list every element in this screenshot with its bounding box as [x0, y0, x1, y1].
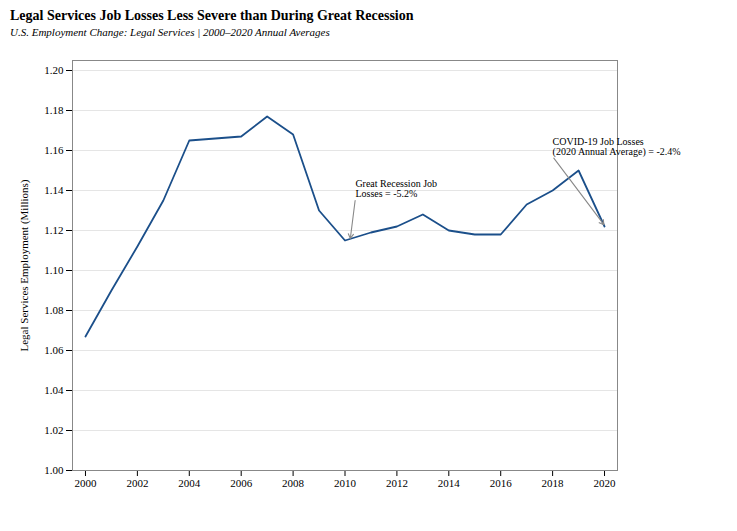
svg-text:Great Recession JobLosses = -5: Great Recession JobLosses = -5.2% [355, 178, 437, 199]
svg-text:1.12: 1.12 [44, 224, 63, 236]
svg-text:1.06: 1.06 [44, 344, 64, 356]
svg-text:COVID-19 Job Losses(2020 Annua: COVID-19 Job Losses(2020 Annual Average)… [553, 136, 681, 158]
svg-text:2016: 2016 [490, 477, 513, 489]
svg-text:1.10: 1.10 [44, 264, 64, 276]
svg-text:2006: 2006 [230, 477, 253, 489]
svg-text:Legal Services Employment (Mil: Legal Services Employment (Millions) [18, 179, 31, 351]
svg-text:2014: 2014 [438, 477, 461, 489]
svg-text:1.16: 1.16 [44, 144, 64, 156]
svg-text:2012: 2012 [386, 477, 408, 489]
svg-text:1.08: 1.08 [44, 304, 64, 316]
svg-text:2004: 2004 [178, 477, 201, 489]
svg-text:2018: 2018 [542, 477, 565, 489]
svg-text:1.02: 1.02 [44, 424, 63, 436]
html-text:Legal Services Job Losses Less: Legal Services Job Losses Less Severe th… [10, 8, 414, 23]
svg-text:1.00: 1.00 [44, 464, 64, 476]
svg-text:1.20: 1.20 [44, 64, 64, 76]
svg-text:1.04: 1.04 [44, 384, 64, 396]
svg-text:1.18: 1.18 [44, 104, 64, 116]
svg-text:2002: 2002 [126, 477, 148, 489]
svg-text:2000: 2000 [74, 477, 97, 489]
svg-text:2020: 2020 [594, 477, 617, 489]
svg-text:2010: 2010 [334, 477, 357, 489]
svg-text:2008: 2008 [282, 477, 305, 489]
html-text:U.S. Employment Change: Legal: U.S. Employment Change: Legal Services |… [10, 26, 330, 38]
svg-text:1.14: 1.14 [44, 184, 64, 196]
